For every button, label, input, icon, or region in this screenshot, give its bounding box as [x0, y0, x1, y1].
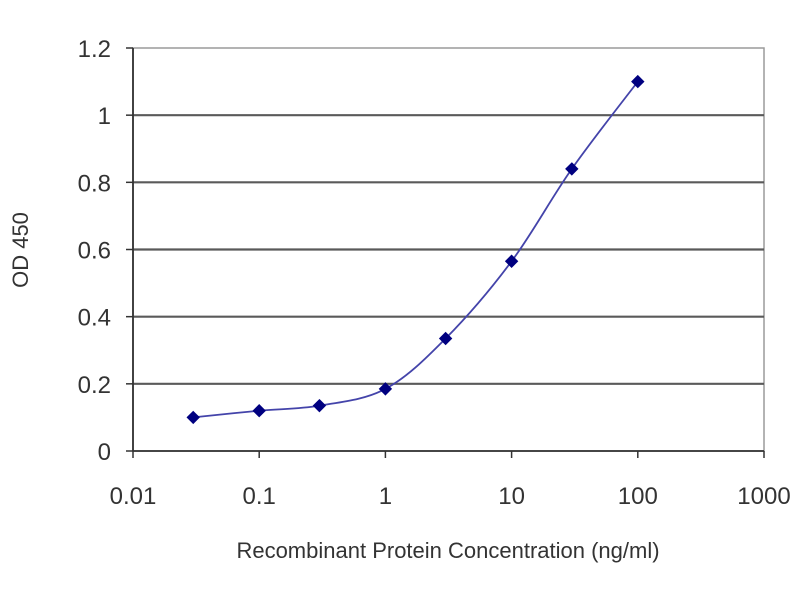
x-tick-label: 100	[618, 483, 658, 510]
data-series	[186, 74, 645, 425]
data-point	[186, 410, 200, 425]
gridlines	[133, 114, 764, 385]
data-point	[565, 162, 579, 176]
x-axis-title: Recombinant Protein Concentration (ng/ml…	[236, 538, 659, 563]
y-tick-label: 0.2	[78, 372, 111, 399]
x-tick-label: 1000	[737, 483, 790, 510]
y-tick-label: 1.2	[78, 36, 111, 63]
y-tick-label: 0	[98, 439, 111, 466]
data-point	[312, 398, 327, 413]
data-point	[438, 331, 453, 346]
data-point	[504, 254, 519, 268]
x-tick-label: 0.1	[243, 483, 276, 510]
x-tick-label: 0.01	[110, 483, 157, 510]
y-tick-label: 0.4	[78, 305, 111, 332]
y-tick-label: 1	[98, 103, 111, 130]
data-point	[378, 382, 393, 396]
tick-labels: 0 0.2 0.4 0.6 0.8 1 1.2 0.01 0.1 1 10 100 1000	[78, 36, 791, 510]
data-point	[631, 74, 645, 89]
y-tick-label: 0.6	[78, 238, 111, 265]
y-tick-label: 0.8	[78, 170, 111, 197]
data-point	[252, 403, 266, 418]
x-tick-label: 1	[379, 483, 392, 510]
axes	[126, 47, 765, 458]
x-tick-label: 10	[498, 483, 525, 510]
y-axis-title: OD 450	[8, 212, 33, 288]
